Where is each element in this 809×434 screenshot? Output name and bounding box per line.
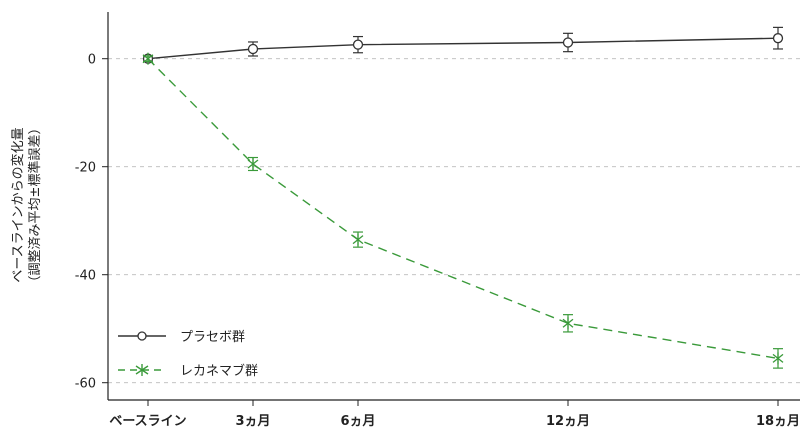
series-1-point-4 xyxy=(772,352,784,365)
series-0 xyxy=(142,26,784,64)
grid-lines xyxy=(108,58,800,384)
legend-lecanemab-marker xyxy=(135,364,149,376)
series-1-line xyxy=(147,58,779,360)
legend-placebo-marker xyxy=(137,331,147,341)
y-tick-label-1: -20 xyxy=(75,161,96,176)
series-1-point-2 xyxy=(352,233,364,246)
y-tick-label-3: -60 xyxy=(75,377,96,392)
series-1-point-1 xyxy=(247,158,259,170)
x-tick-label-3: 12ヵ月 xyxy=(546,414,590,429)
x-tick-label-2: 6ヵ月 xyxy=(340,414,375,429)
y-ticks: 0 -20 -40 -60 xyxy=(75,53,108,392)
series-0-point-4 xyxy=(772,33,784,44)
y-axis-label: ベースラインからの変化量 （調整済み平均±標準誤差） xyxy=(10,122,43,289)
series-layer xyxy=(142,26,784,369)
series-0-point-3 xyxy=(562,37,574,48)
x-tick-label-0: ベースライン xyxy=(109,414,186,429)
x-tick-label-1: 3ヵ月 xyxy=(235,414,270,429)
axes xyxy=(107,12,800,401)
y-axis-label-line2: （調整済み平均±標準誤差） xyxy=(27,122,43,289)
series-1 xyxy=(142,52,784,369)
series-1-point-3 xyxy=(562,317,574,330)
y-axis-label-line1: ベースラインからの変化量 xyxy=(10,127,26,282)
y-tick-label-2: -40 xyxy=(75,269,96,284)
x-ticks: ベースライン 3ヵ月 6ヵ月 12ヵ月 18ヵ月 xyxy=(109,400,800,429)
x-tick-label-4: 18ヵ月 xyxy=(756,414,800,429)
legend-placebo-label: プラセボ群 xyxy=(180,330,245,345)
legend: プラセボ群 レカネマブ群 xyxy=(118,330,258,379)
series-0-line xyxy=(147,37,779,60)
legend-lecanemab-label: レカネマブ群 xyxy=(180,363,258,379)
series-0-point-1 xyxy=(247,43,259,55)
y-tick-label-0: 0 xyxy=(88,53,96,68)
series-0-point-2 xyxy=(352,39,364,50)
series-1-point-0 xyxy=(142,52,154,65)
